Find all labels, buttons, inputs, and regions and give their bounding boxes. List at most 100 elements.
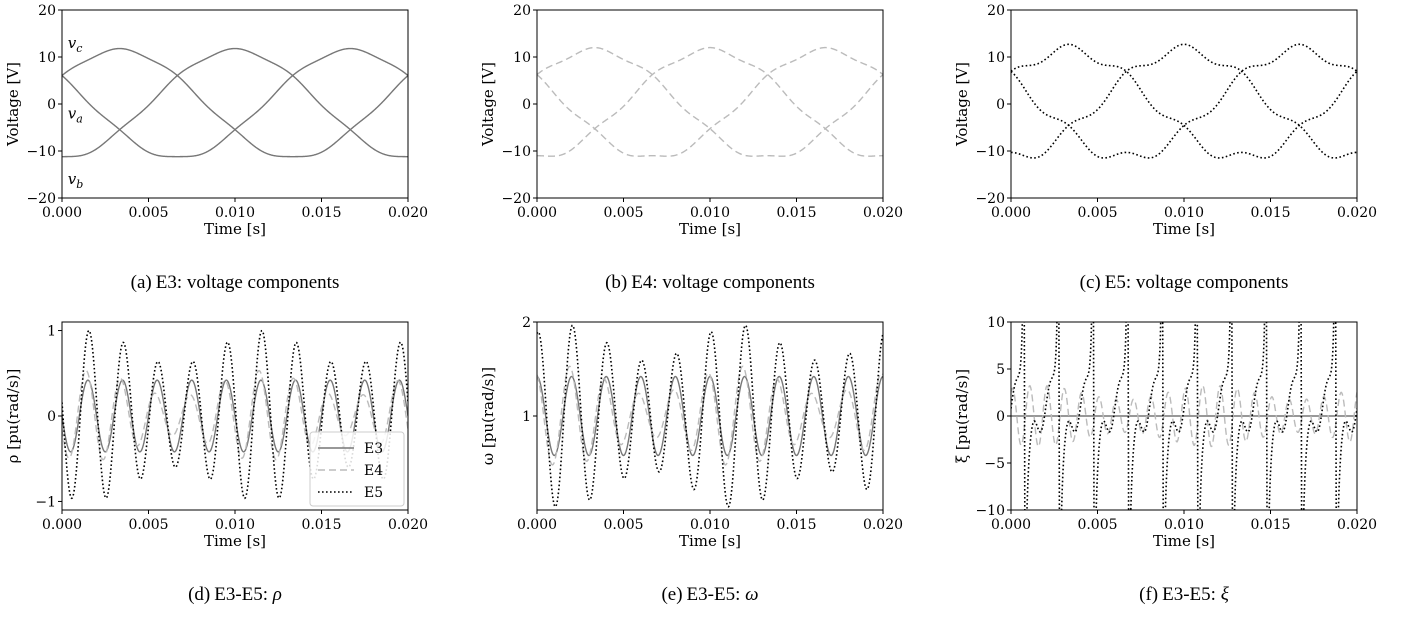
caption-letter: (c) [1079,272,1101,293]
x-axis-label: Time [s] [1153,532,1215,550]
series-line-e5 [1011,322,1357,510]
x-tick-label: 0.010 [690,517,730,533]
legend-box [309,431,405,507]
caption-symbol: ξ [1215,584,1229,605]
x-tick-label: 0.015 [301,205,341,221]
y-axis-label: Voltage [V] [479,62,497,147]
legend: E3 E4 E5 [309,431,405,507]
panel-c: 0.000 0.005 0.010 0.015 0.020 −20 −10 0 10 20 Time… [953,3,1377,238]
x-axis-label: Time [s] [1153,220,1215,238]
y-axis-label: Voltage [V] [953,62,971,147]
x-tick-label: 0.000 [42,517,82,533]
series-line-e4 [62,369,408,461]
caption-d: (d) E3-E5: ρ [35,584,435,606]
axes-frame [536,321,884,511]
x-tick-label: 0.005 [128,205,168,221]
panel-f: 0.000 0.005 0.010 0.015 0.020 −10 −5 0 5 10 Time [… [953,315,1377,550]
caption-text: E4: voltage components [631,272,815,293]
series-group [537,324,883,508]
series-line-va [1011,43,1357,159]
caption-c: (c) E5: voltage components [984,272,1384,294]
caption-b: (b) E4: voltage components [510,272,910,294]
y-axis-label: ξ [pu(rad/s)] [953,369,971,463]
caption-letter: (e) [661,584,683,605]
y-tick-label: −1 [35,494,56,510]
series-line-e4 [537,365,883,466]
caption-e: (e) E3-E5: ω [510,584,910,606]
y-tick-label: 0 [996,409,1005,425]
y-tick-label: 2 [522,315,531,331]
series-line-e4 [1011,385,1357,448]
y-tick-label: −20 [26,191,56,207]
series-group [62,47,408,158]
x-tick-label: 0.020 [388,517,428,533]
y-tick-label: −10 [975,144,1005,160]
y-tick-label: −10 [501,144,531,160]
x-tick-label: 0.005 [1077,205,1117,221]
caption-text: E5: voltage components [1104,272,1289,293]
caption-text: E3-E5: [1162,584,1216,605]
y-tick-label: −20 [975,191,1005,207]
caption-text: E3-E5: [214,584,269,605]
phase-label-va: va [68,104,83,125]
x-tick-label: 0.010 [690,205,730,221]
x-tick-label: 0.005 [603,517,643,533]
x-axis-label: Time [s] [679,532,741,550]
x-tick-label: 0.000 [991,517,1031,533]
series-group [1011,43,1357,159]
caption-letter: (d) [188,584,211,605]
caption-text: E3-E5: [686,584,741,605]
caption-symbol: ω [740,584,759,605]
x-axis-label: Time [s] [679,220,741,238]
legend-label-e5: E5 [364,485,383,501]
phase-label-vb: vb [68,170,84,191]
series-line-e3 [537,375,883,457]
series-line-vb [62,47,408,158]
x-tick-label: 0.010 [1164,205,1204,221]
y-axis-label: ρ [pu(rad/s)] [4,369,22,464]
caption-letter: (f) [1139,584,1159,605]
y-axis-label: ω [pu(rad/s)] [479,367,497,465]
caption-a: (a) E3: voltage components [35,272,435,294]
y-tick-label: 20 [513,3,531,19]
phase-label-vc: vc [68,34,83,55]
y-tick-label: 1 [47,324,56,340]
x-tick-label: 0.000 [517,517,557,533]
x-tick-label: 0.010 [215,517,255,533]
panel-a: 0.000 0.005 0.010 0.015 0.020 −20 −10 0 10 20 Time… [4,3,428,238]
series-group [537,46,883,157]
axes-frame [61,9,409,199]
y-tick-label: 20 [987,3,1005,19]
x-axis-label: Time [s] [204,532,266,550]
y-tick-label: 0 [47,97,56,113]
series-line-vc [537,46,883,157]
caption-letter: (a) [130,272,152,293]
series-line-va [62,47,408,158]
x-tick-label: 0.020 [1337,517,1377,533]
x-tick-label: 0.015 [1250,205,1290,221]
axes-frame [536,9,884,199]
x-tick-label: 0.005 [1077,517,1117,533]
x-tick-label: 0.000 [517,205,557,221]
y-tick-label: −10 [975,503,1005,519]
y-tick-label: 0 [996,97,1005,113]
y-tick-label: 5 [996,362,1005,378]
x-tick-label: 0.005 [128,517,168,533]
y-tick-label: −5 [984,456,1005,472]
x-tick-label: 0.000 [42,205,82,221]
caption-text: E3: voltage components [155,272,340,293]
x-tick-label: 0.015 [1250,517,1290,533]
x-tick-label: 0.010 [1164,517,1204,533]
x-tick-label: 0.010 [215,205,255,221]
y-tick-label: −10 [26,144,56,160]
y-tick-label: 0 [522,97,531,113]
panel-d: 0.000 0.005 0.010 0.015 0.020 −1 0 1 Time [s] ρ [… [4,321,428,550]
series-line-e5 [537,324,883,508]
legend-label-e4: E4 [364,463,383,479]
x-tick-label: 0.005 [603,205,643,221]
y-axis-label: Voltage [V] [4,62,22,147]
series-line-vc [1011,43,1357,159]
y-tick-label: 10 [38,50,56,66]
y-tick-label: 10 [513,50,531,66]
